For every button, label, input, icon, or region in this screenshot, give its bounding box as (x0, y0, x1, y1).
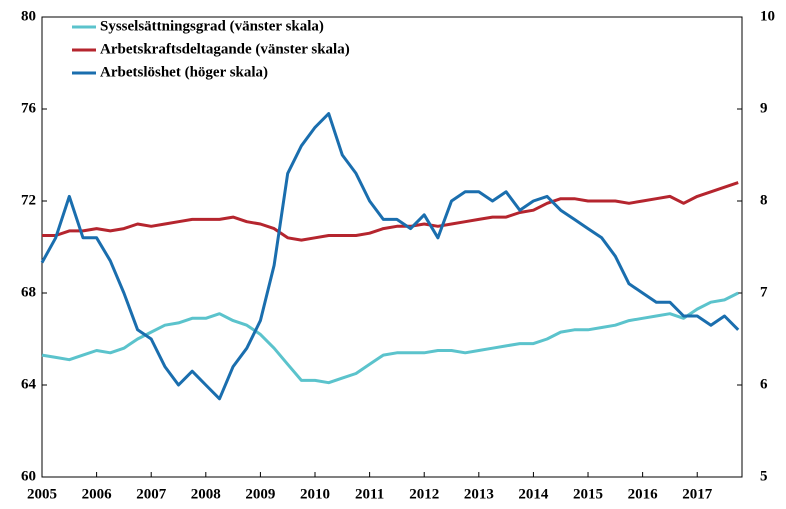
y-tick-label: 76 (21, 100, 37, 116)
y-tick-label: 72 (21, 192, 36, 208)
legend-label: Arbetskraftsdeltagande (vänster skala) (100, 41, 350, 57)
x-tick-label: 2007 (136, 486, 167, 502)
plot-frame (41, 16, 743, 478)
x-tick-label: 2009 (245, 486, 275, 502)
x-tick-label: 2006 (82, 486, 113, 502)
y2-tick-label: 10 (760, 8, 775, 24)
x-tick-label: 2013 (464, 486, 494, 502)
y2-tick-label: 8 (760, 192, 768, 208)
legend: Sysselsättningsgrad (vänster skala) Arbet… (72, 18, 350, 80)
x-tick-label: 2010 (300, 486, 330, 502)
y2-tick-label: 7 (760, 284, 768, 300)
y-tick-label: 60 (21, 468, 36, 484)
x-tick-label: 2014 (518, 486, 549, 502)
y2-tick-label: 6 (760, 376, 768, 392)
y2-tick-label: 9 (760, 100, 768, 116)
legend-label: Sysselsättningsgrad (vänster skala) (100, 18, 324, 34)
series-line (41, 291, 739, 385)
x-tick-label: 2005 (27, 486, 57, 502)
x-tick-label: 2015 (573, 486, 603, 502)
x-tick-label: 2011 (355, 486, 384, 502)
y-tick-label: 80 (21, 8, 36, 24)
y-tick-label: 68 (21, 284, 36, 300)
legend-label: Arbetslöshet (höger skala) (100, 64, 268, 80)
y2-tick-label: 5 (760, 468, 768, 484)
x-tick-label: 2017 (682, 486, 713, 502)
x-tick-label: 2008 (191, 486, 221, 502)
y-tick-label: 64 (21, 376, 37, 392)
series-line (40, 112, 740, 401)
x-tick-label: 2012 (409, 486, 439, 502)
x-tick-label: 2016 (628, 486, 659, 502)
series-line (42, 181, 739, 242)
